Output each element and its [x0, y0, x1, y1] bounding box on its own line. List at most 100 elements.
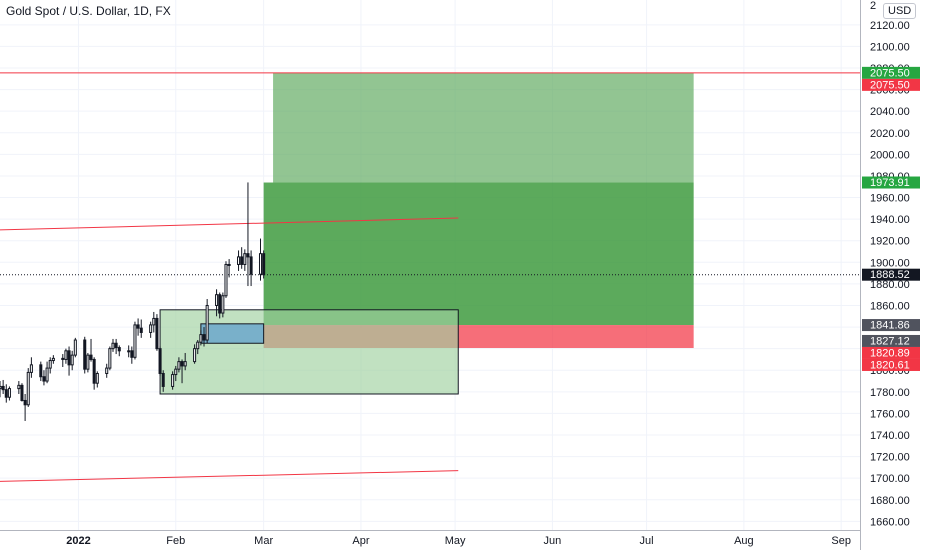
y-tick-label: 1720.00: [870, 452, 910, 464]
candle: [158, 346, 162, 376]
candle: [45, 361, 49, 384]
candle-body-up: [227, 263, 231, 266]
candle: [155, 314, 159, 351]
candle-body-up: [221, 295, 225, 314]
candle-body-down: [4, 389, 8, 398]
candle: [237, 250, 241, 271]
candle: [221, 292, 225, 318]
candle-body-down: [246, 253, 250, 258]
candle-body-down: [155, 317, 159, 350]
chart-title: Gold Spot / U.S. Dollar, 1D, FX: [6, 4, 171, 18]
candle: [183, 352, 187, 371]
candle: [67, 346, 71, 376]
candle: [240, 247, 244, 269]
candle: [83, 336, 87, 374]
candle-body-up: [196, 341, 200, 350]
price-badge-label: 2075.50: [870, 79, 910, 91]
candle: [258, 238, 263, 281]
zone-layer: [159, 72, 694, 395]
candle: [130, 346, 134, 364]
candle: [196, 340, 200, 355]
y-tick-label: 1700.00: [870, 473, 910, 485]
candle-body-down: [180, 361, 184, 367]
candle-body-up: [193, 348, 197, 363]
price-badge-bg: [862, 66, 920, 79]
price-badge-bg: [862, 358, 920, 371]
candle-body-up: [199, 334, 203, 343]
price-badge: 1827.12: [862, 334, 920, 347]
candle: [161, 370, 165, 392]
candle: [174, 365, 178, 382]
price-badge: 1973.91: [862, 176, 920, 189]
price-badge: 1841.86: [862, 319, 920, 332]
candle-body-down: [42, 376, 46, 382]
zone-target-light[interactable]: [273, 72, 694, 183]
y-tick-label: 1760.00: [870, 408, 910, 420]
candle: [1, 379, 5, 394]
x-tick-label: Jun: [544, 535, 562, 547]
candle-body-down: [114, 342, 118, 349]
zone-target[interactable]: [263, 182, 694, 326]
candle-body-up: [7, 388, 11, 398]
zone-range[interactable]: [159, 309, 459, 395]
x-tick-label: May: [445, 535, 466, 547]
candle: [136, 318, 140, 336]
candle-body-up: [224, 263, 228, 297]
price-badge-bg: [862, 176, 920, 189]
candle-body-up: [51, 357, 55, 362]
candle: [108, 346, 112, 371]
y-tick-label: 1740.00: [870, 430, 910, 442]
candle-body-up: [45, 367, 49, 382]
candle-body-up: [174, 368, 178, 376]
candle-body-up: [149, 324, 153, 333]
candle-body-down: [249, 256, 253, 275]
candle: [0, 381, 2, 398]
candle-body-down: [202, 334, 206, 341]
y-tick-label: 2020.00: [870, 128, 910, 140]
candle-body-up: [177, 361, 181, 370]
candle-body-up: [183, 361, 187, 367]
candle-body-up: [48, 360, 52, 369]
price-badge: 1888.52: [862, 268, 920, 281]
trend-line[interactable]: [0, 217, 459, 231]
y-tick-label: 1900.00: [870, 257, 910, 269]
candle: [205, 299, 209, 344]
candle: [70, 350, 74, 371]
candle: [177, 357, 181, 373]
candle: [64, 348, 68, 364]
x-tick-label: Feb: [166, 535, 185, 547]
y-tick-label: 1880.00: [870, 279, 910, 291]
y-tick-label: 1960.00: [870, 193, 910, 205]
currency-button[interactable]: USD: [883, 3, 917, 19]
candle: [127, 345, 131, 358]
candle: [218, 292, 222, 319]
candle-body-down: [130, 350, 134, 358]
candle-body-down: [161, 372, 165, 387]
candle: [171, 371, 175, 390]
price-badge-bg: [862, 268, 920, 281]
y-tick-label: 1780.00: [870, 387, 910, 399]
candle: [92, 357, 96, 390]
x-tick-label: Sep: [831, 535, 851, 547]
candle: [23, 393, 27, 421]
candle-body-up: [64, 350, 68, 360]
candle-body-down: [158, 348, 162, 374]
candle-body-up: [105, 367, 109, 374]
candle: [20, 383, 24, 402]
candle-body-up: [86, 354, 90, 370]
candle-body-down: [67, 350, 71, 366]
y-tick-label: 1860.00: [870, 300, 910, 312]
price-badge-label: 1820.61: [870, 359, 910, 371]
drawing-lines-layer: [0, 72, 860, 482]
trend-line[interactable]: [0, 470, 459, 482]
candle: [249, 250, 253, 287]
candle-body-up: [26, 371, 30, 406]
candle-body-up: [111, 342, 115, 350]
candle-body-up: [205, 304, 209, 341]
zone-entry[interactable]: [200, 323, 265, 344]
candle-body-up: [17, 384, 21, 390]
candle-body-down: [23, 399, 27, 406]
